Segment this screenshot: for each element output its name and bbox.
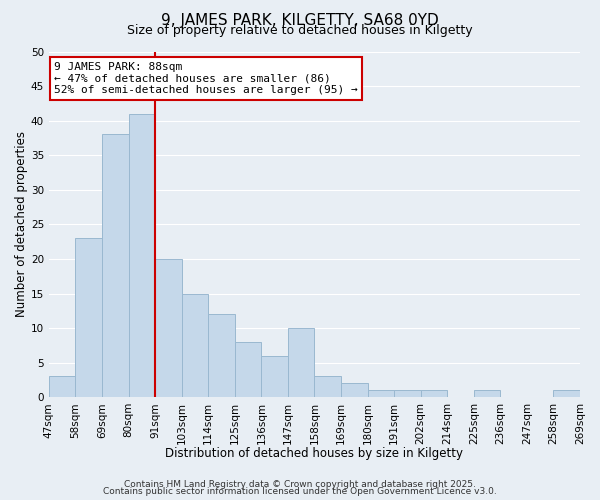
Text: 9 JAMES PARK: 88sqm
← 47% of detached houses are smaller (86)
52% of semi-detach: 9 JAMES PARK: 88sqm ← 47% of detached ho… — [54, 62, 358, 95]
Bar — [394, 390, 421, 397]
Bar — [49, 376, 76, 397]
Bar — [341, 384, 368, 397]
Bar — [76, 238, 102, 397]
Text: 9, JAMES PARK, KILGETTY, SA68 0YD: 9, JAMES PARK, KILGETTY, SA68 0YD — [161, 12, 439, 28]
Text: Size of property relative to detached houses in Kilgetty: Size of property relative to detached ho… — [127, 24, 473, 37]
Bar — [182, 294, 208, 397]
Bar — [421, 390, 447, 397]
Text: Contains HM Land Registry data © Crown copyright and database right 2025.: Contains HM Land Registry data © Crown c… — [124, 480, 476, 489]
Bar — [288, 328, 314, 397]
Bar — [474, 390, 500, 397]
Bar — [155, 259, 182, 397]
Bar — [262, 356, 288, 397]
Text: Contains public sector information licensed under the Open Government Licence v3: Contains public sector information licen… — [103, 487, 497, 496]
Bar — [128, 114, 155, 397]
Bar — [553, 390, 580, 397]
Bar — [102, 134, 128, 397]
X-axis label: Distribution of detached houses by size in Kilgetty: Distribution of detached houses by size … — [166, 447, 463, 460]
Bar — [208, 314, 235, 397]
Bar — [368, 390, 394, 397]
Bar — [314, 376, 341, 397]
Y-axis label: Number of detached properties: Number of detached properties — [15, 132, 28, 318]
Bar — [235, 342, 262, 397]
